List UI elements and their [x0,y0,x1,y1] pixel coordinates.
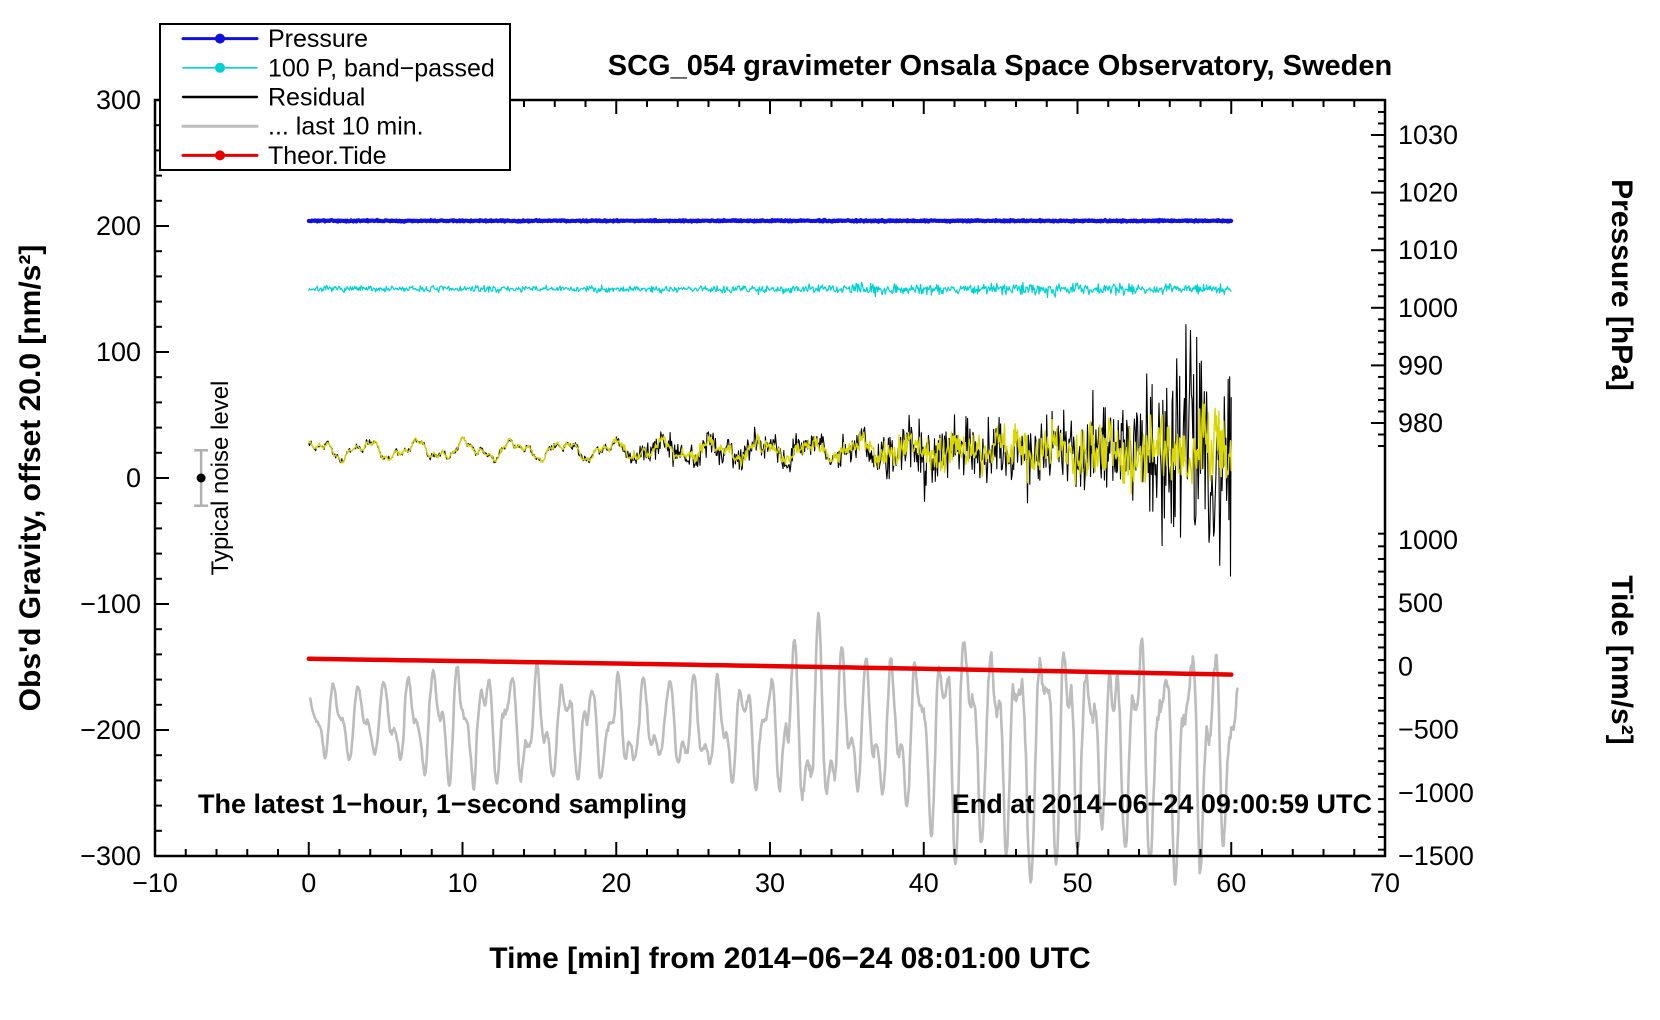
x-tick-label: 30 [755,868,785,898]
plot-frame [153,98,1387,858]
tide-tick-label: 500 [1398,588,1443,618]
x-tick-label: 70 [1370,868,1400,898]
chart-series [306,217,1239,886]
noise-level-label: Typical noise level [207,381,234,576]
tide-tick-label: 1000 [1398,525,1458,555]
tide-tick-label: −1000 [1398,778,1474,808]
sampling-note: The latest 1−hour, 1−second sampling [198,789,687,819]
x-tick-label: 10 [447,868,477,898]
axis-ticks [154,99,1386,857]
tide-tick-label: −1500 [1398,841,1474,871]
x-tick-label: 40 [909,868,939,898]
legend-item-label: ... last 10 min. [268,113,424,141]
legend-item-label: 100 P, band−passed [268,54,495,82]
x-tick-label: 60 [1216,868,1246,898]
y-left-axis-label: Obs'd Gravity, offset 20.0 [nm/s²] [14,245,47,712]
pressure-tick-label: 1000 [1398,293,1458,323]
series-theor-tide [306,656,1234,677]
series-100-p-band-passed [308,281,1232,298]
legend-item-label: Residual [268,84,365,112]
y-left-tick-label: 300 [96,85,141,115]
pressure-tick-label: 1030 [1398,120,1458,150]
tide-tick-label: 0 [1398,651,1413,681]
tide-tick-label: −500 [1398,715,1459,745]
x-tick-label: 0 [301,868,316,898]
legend-item-label: Theor.Tide [268,142,387,170]
y-left-tick-label: −300 [80,841,141,871]
x-axis-label: Time [min] from 2014−06−24 08:01:00 UTC [489,942,1090,975]
series-pressure [306,217,1234,224]
y-right-tide-axis-label: Tide [nm/s²] [1605,575,1638,744]
series-last-10-min [308,611,1239,886]
chart-title: SCG_054 gravimeter Onsala Space Observat… [608,50,1392,82]
legend-item-label: Pressure [268,25,368,53]
y-left-tick-label: 200 [96,211,141,241]
end-note: End at 2014−06−24 09:00:59 UTC [952,789,1372,819]
tick-labels: −10 0 10 20 30 40 50 60 70−300−200−1000100200300… [80,85,1474,898]
y-left-tick-label: −200 [80,715,141,745]
pressure-tick-label: 990 [1398,350,1443,380]
series-residual-band-passed-yellow [308,401,1232,495]
x-tick-label: −10 [132,868,178,898]
legend-marker-dot [215,62,225,73]
y-left-tick-label: −100 [80,589,141,619]
x-tick-label: 50 [1062,868,1092,898]
pressure-tick-label: 980 [1398,408,1443,438]
pressure-tick-label: 1010 [1398,235,1458,265]
legend-marker-dot [215,150,225,161]
pressure-tick-label: 1020 [1398,178,1458,208]
y-left-tick-label: 0 [126,463,141,493]
x-tick-label: 20 [601,868,631,898]
typical-noise-level-marker [194,449,209,507]
legend-marker-dot [215,33,225,44]
y-right-pressure-axis-label: Pressure [hPa] [1605,179,1638,391]
noise-marker-dot [196,473,206,483]
y-left-tick-label: 100 [96,337,141,367]
